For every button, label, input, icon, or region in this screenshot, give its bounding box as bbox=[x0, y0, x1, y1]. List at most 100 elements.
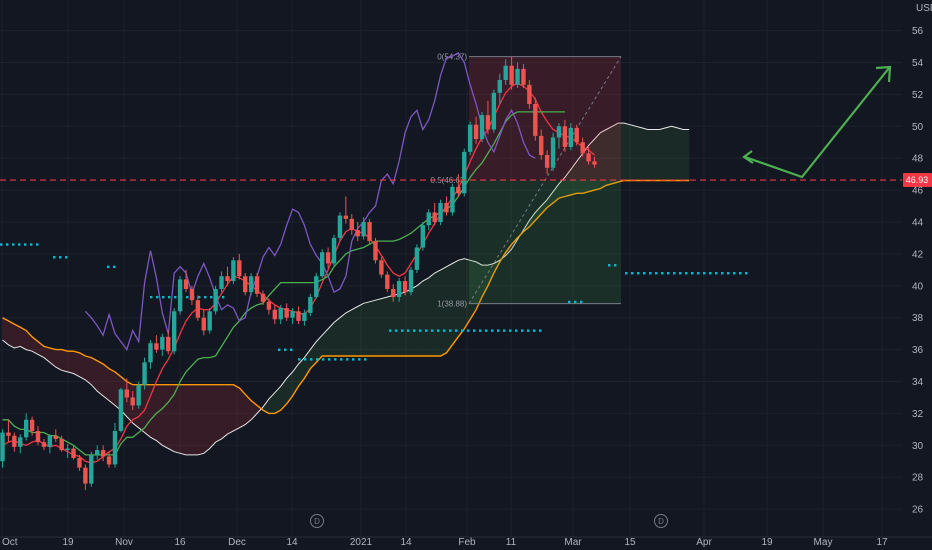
level-dot bbox=[401, 329, 404, 332]
candle-body bbox=[420, 225, 426, 248]
level-dot bbox=[322, 358, 325, 361]
level-dot bbox=[733, 272, 736, 275]
candle-body bbox=[29, 419, 35, 431]
x-tick-label: Nov bbox=[115, 537, 133, 548]
level-dot bbox=[521, 329, 524, 332]
level-dot bbox=[643, 272, 646, 275]
cloud-segment bbox=[399, 292, 406, 356]
price-tag-box bbox=[903, 173, 932, 188]
level-dot bbox=[709, 272, 712, 275]
cloud-segment bbox=[168, 384, 175, 452]
cloud-segment bbox=[434, 269, 441, 356]
candle-body bbox=[414, 247, 420, 270]
cloud-segment bbox=[410, 285, 417, 356]
level-dot bbox=[443, 329, 446, 332]
level-dot bbox=[358, 358, 361, 361]
level-dot bbox=[24, 243, 27, 246]
y-tick-label: 54 bbox=[912, 58, 924, 69]
level-dot bbox=[340, 358, 343, 361]
cloud-segment bbox=[322, 328, 329, 356]
candle-body bbox=[426, 212, 431, 226]
cloud-segment bbox=[221, 384, 228, 439]
level-dot bbox=[174, 295, 177, 299]
x-tick-label: 2021 bbox=[350, 537, 373, 548]
cloud-segment bbox=[671, 126, 678, 181]
cloud-segment bbox=[2, 317, 9, 345]
x-tick-label: 14 bbox=[286, 537, 298, 548]
candle-body bbox=[18, 437, 23, 447]
candle-body bbox=[136, 384, 141, 406]
candle-body bbox=[23, 419, 29, 438]
candle-body bbox=[272, 309, 278, 320]
candle-body bbox=[574, 127, 579, 143]
dividend-marker-icon bbox=[654, 514, 668, 528]
dividend-marker-label: D bbox=[314, 517, 320, 526]
cloud-segment bbox=[227, 384, 234, 435]
candle-body bbox=[166, 336, 171, 352]
x-tick-label: 16 bbox=[174, 537, 186, 548]
level-dot bbox=[515, 329, 518, 332]
cloud-segment bbox=[553, 183, 559, 203]
candle-body bbox=[248, 276, 254, 293]
level-dot bbox=[150, 295, 153, 299]
level-dot bbox=[304, 358, 307, 361]
level-dot bbox=[346, 358, 349, 361]
level-dot bbox=[685, 272, 688, 275]
cloud-segment bbox=[150, 384, 157, 441]
level-dot bbox=[290, 348, 293, 351]
x-tick-label: Mar bbox=[564, 537, 582, 548]
cloud-segment bbox=[91, 357, 98, 392]
currency-label: USD bbox=[916, 3, 932, 14]
level-dot bbox=[455, 329, 458, 332]
level-dot bbox=[655, 272, 658, 275]
cloud-segment bbox=[363, 301, 370, 356]
candle-body bbox=[562, 126, 568, 148]
horizontal-level-line[interactable]: 46.93 bbox=[0, 173, 932, 188]
cloud-segment bbox=[375, 298, 382, 356]
cloud-segment bbox=[440, 266, 447, 356]
dividend-marker-label: D bbox=[658, 517, 664, 526]
candle-body bbox=[177, 279, 183, 312]
candle-body bbox=[142, 362, 147, 385]
cloud-segment bbox=[677, 127, 684, 181]
cloud-segment bbox=[245, 394, 252, 425]
cloud-segment bbox=[470, 260, 477, 320]
level-dot bbox=[449, 329, 452, 332]
price-axis[interactable]: 26 28 30 32 34 36 38 40 42 44 46 48 50 52 54 56 bbox=[912, 26, 924, 515]
cloud-segment bbox=[180, 384, 187, 455]
candle-body bbox=[402, 281, 408, 293]
y-tick-label: 36 bbox=[912, 345, 924, 356]
candle-body bbox=[586, 153, 591, 162]
candle-body bbox=[491, 92, 497, 130]
level-dot bbox=[12, 243, 15, 246]
cloud-segment bbox=[109, 368, 115, 406]
cloud-segment bbox=[452, 260, 459, 345]
projection-arrows[interactable] bbox=[742, 65, 892, 179]
level-dot bbox=[437, 329, 440, 332]
candle-body bbox=[71, 448, 76, 459]
candle-body bbox=[343, 215, 349, 219]
candle-body bbox=[183, 279, 189, 289]
level-dot bbox=[580, 300, 583, 304]
y-tick-label: 46 bbox=[912, 186, 924, 197]
candle-body bbox=[83, 467, 88, 484]
time-axis[interactable]: Oct 19 Nov 16 Dec 14 2021 14 Feb 11 Mar 15 Apr 19 May 1… bbox=[0, 514, 932, 549]
level-dot bbox=[568, 300, 571, 304]
level-dot bbox=[649, 272, 652, 275]
cloud-segment bbox=[683, 129, 690, 181]
cloud-segment bbox=[233, 384, 240, 431]
candle-body bbox=[77, 458, 82, 468]
dividend-marker-icon bbox=[310, 514, 324, 528]
level-dot bbox=[30, 243, 33, 246]
level-dot bbox=[574, 300, 577, 304]
candle-body bbox=[314, 276, 319, 297]
cloud-segment bbox=[612, 123, 619, 184]
candle-body bbox=[379, 260, 384, 275]
level-dot bbox=[485, 329, 488, 332]
candle-body bbox=[65, 448, 70, 451]
cloud-segment bbox=[262, 399, 269, 414]
cloud-segment bbox=[369, 300, 376, 356]
candle-body bbox=[467, 124, 473, 152]
candle-body bbox=[201, 317, 206, 331]
